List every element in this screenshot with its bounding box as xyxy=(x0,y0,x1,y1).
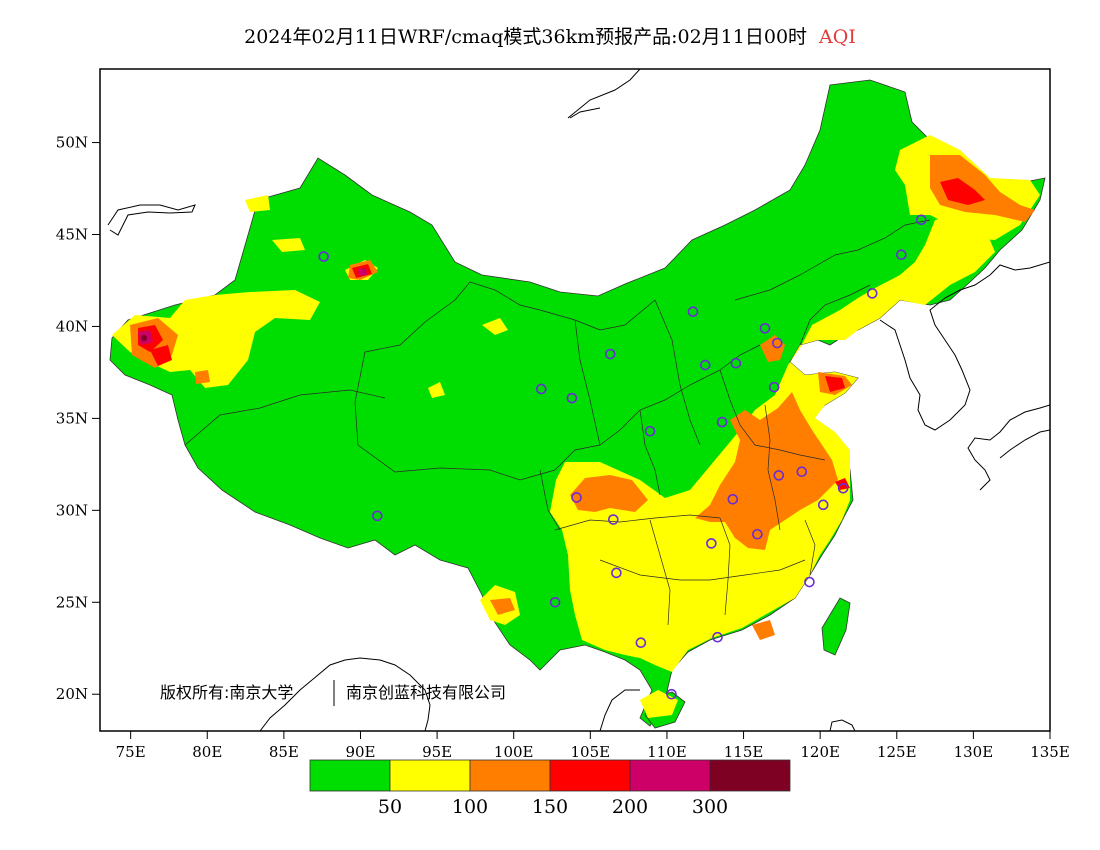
lon-tick-label: 95E xyxy=(422,743,452,761)
station-marker xyxy=(752,528,763,540)
lon-tick-label: 90E xyxy=(345,743,375,761)
station-marker xyxy=(768,381,780,393)
station-marker xyxy=(727,493,739,505)
lon-tick-label: 105E xyxy=(571,743,611,761)
station-marker xyxy=(372,510,383,522)
lon-tick-label: 120E xyxy=(800,743,840,761)
station-marker xyxy=(716,416,728,428)
station-marker xyxy=(759,322,771,334)
station-marker xyxy=(771,337,783,349)
station-marker xyxy=(730,357,742,369)
station-marker xyxy=(796,466,808,478)
taiwan-island xyxy=(821,597,851,656)
lon-tick-label: 100E xyxy=(494,743,534,761)
legend-threshold-label: 300 xyxy=(692,796,728,818)
station-marker xyxy=(817,499,829,511)
station-marker xyxy=(635,637,647,649)
title-variable: AQI xyxy=(819,26,856,48)
legend-threshold-label: 200 xyxy=(612,796,648,818)
legend-threshold-label: 50 xyxy=(378,796,402,818)
station-marker xyxy=(773,470,785,481)
lon-tick-label: 80E xyxy=(192,743,222,761)
legend-swatch xyxy=(549,759,631,792)
lon-tick-label: 130E xyxy=(954,743,994,761)
station-marker xyxy=(318,251,330,262)
lon-tick-label: 110E xyxy=(647,743,687,761)
station-marker xyxy=(608,514,619,525)
station-marker xyxy=(699,359,711,371)
lon-tick-label: 115E xyxy=(724,743,764,761)
lon-tick-label: 75E xyxy=(116,743,146,761)
station-marker xyxy=(712,631,723,643)
station-marker xyxy=(571,492,582,503)
aqi-level-hazardous xyxy=(141,335,147,341)
station-marker xyxy=(644,425,656,437)
lat-tick-label: 25N xyxy=(56,593,88,611)
legend-swatch xyxy=(469,759,551,792)
lon-tick-label: 85E xyxy=(269,743,299,761)
legend-threshold-label: 150 xyxy=(532,796,568,818)
station-marker xyxy=(549,596,561,608)
station-marker xyxy=(687,306,699,318)
coastlines xyxy=(107,69,1050,731)
station-marker xyxy=(804,576,815,588)
chart-title: 2024年02月11日WRF/cmaq模式36km预报产品:02月11日00时 A… xyxy=(0,22,1100,49)
station-marker xyxy=(866,288,878,299)
lat-tick-label: 45N xyxy=(56,226,88,244)
longitude-axis: 75E 80E 85E 90E 95E 100E 105E 110E 115E 120E 125E 1… xyxy=(116,731,1070,761)
lon-tick-label: 135E xyxy=(1030,743,1070,761)
station-marker xyxy=(604,348,616,360)
latitude-axis: 50N 45N 40N 35N 30N 25N 20N xyxy=(56,134,100,703)
title-main: 2024年02月11日WRF/cmaq模式36km预报产品:02月11日00时 xyxy=(244,26,808,48)
station-marker xyxy=(666,688,677,700)
legend-swatch xyxy=(709,759,791,792)
map-area xyxy=(107,69,1050,731)
copyright-prefix: 版权所有:南京大学 xyxy=(160,683,293,702)
station-marker xyxy=(566,392,578,404)
aqi-legend: 50 100 150 200 300 xyxy=(309,759,791,818)
station-marker xyxy=(535,383,547,395)
legend-swatch xyxy=(629,759,711,792)
legend-swatch xyxy=(389,759,471,792)
legend-threshold-label: 100 xyxy=(452,796,488,818)
station-marker xyxy=(611,567,622,579)
legend-swatch xyxy=(309,759,391,792)
lat-tick-label: 50N xyxy=(56,134,88,152)
station-marker xyxy=(915,214,927,226)
station-marker xyxy=(706,538,717,549)
aqi-level-usg xyxy=(130,155,1035,640)
lon-tick-label: 125E xyxy=(877,743,917,761)
lat-tick-label: 30N xyxy=(56,501,88,519)
province-boundaries xyxy=(184,219,931,626)
lat-tick-label: 35N xyxy=(56,409,88,427)
station-marker xyxy=(896,249,907,261)
station-markers xyxy=(318,214,927,700)
lat-tick-label: 40N xyxy=(56,317,88,335)
map-frame xyxy=(99,68,1051,732)
station-marker xyxy=(837,482,849,494)
copyright-suffix: 南京创蓝科技有限公司 xyxy=(346,683,506,702)
lat-tick-label: 20N xyxy=(56,685,88,703)
